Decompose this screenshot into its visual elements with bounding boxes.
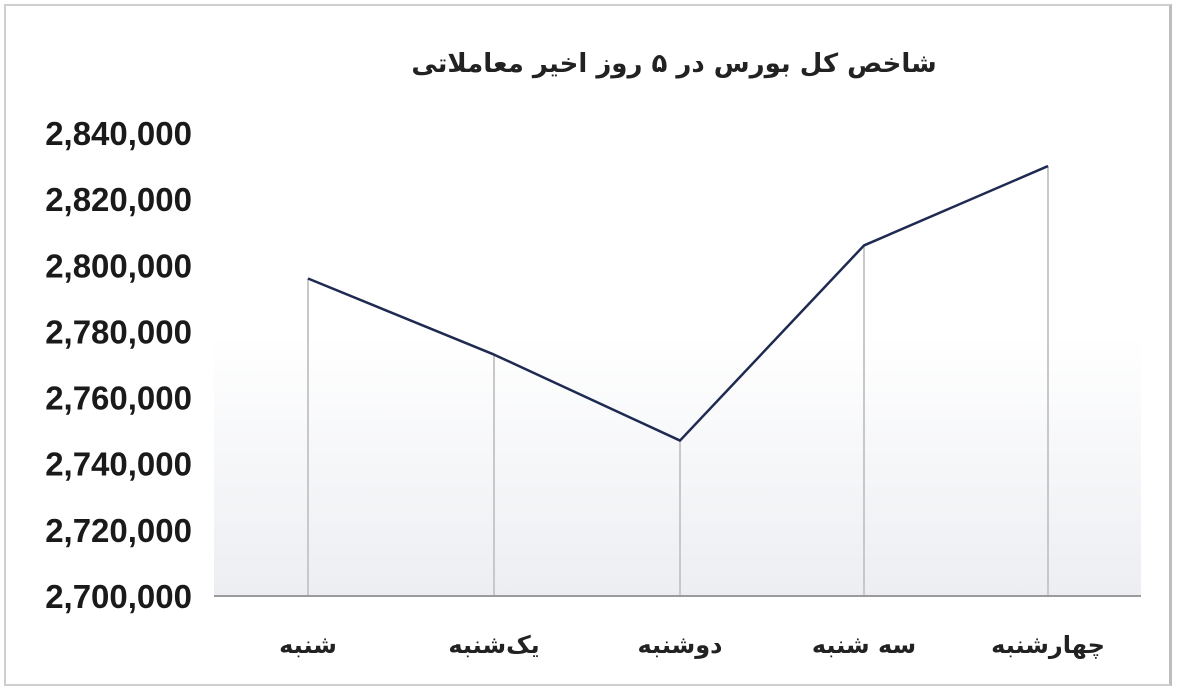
x-tick-label: دوشنبه xyxy=(638,631,723,659)
x-axis-tick-labels: شنبه یک‌شنبه دوشنبه سه شنبه چهارشنبه xyxy=(279,631,1105,659)
x-tick-label: سه شنبه xyxy=(812,631,916,659)
y-tick-label: 2,700,000 xyxy=(45,578,192,615)
y-tick-label: 2,800,000 xyxy=(45,247,192,284)
x-tick-label: یک‌شنبه xyxy=(448,631,539,659)
y-tick-label: 2,780,000 xyxy=(45,313,192,350)
y-tick-label: 2,820,000 xyxy=(45,181,192,218)
series-line xyxy=(307,164,1049,442)
plot-background xyxy=(214,336,1141,596)
x-tick-label: چهارشنبه xyxy=(991,631,1105,659)
drop-lines xyxy=(307,166,1049,596)
line-chart: شاخص کل بورس در ۵ روز اخیر معاملاتی 2,84… xyxy=(45,49,1141,659)
y-tick-label: 2,720,000 xyxy=(45,512,192,549)
y-tick-label: 2,760,000 xyxy=(45,380,192,417)
chart-title: شاخص کل بورس در ۵ روز اخیر معاملاتی xyxy=(411,49,936,79)
x-tick-label: شنبه xyxy=(279,631,337,659)
chart-frame: شاخص کل بورس در ۵ روز اخیر معاملاتی 2,84… xyxy=(4,4,1172,686)
y-tick-label: 2,740,000 xyxy=(45,446,192,483)
y-tick-label: 2,840,000 xyxy=(45,115,192,152)
y-axis-tick-labels: 2,840,000 2,820,000 2,800,000 2,780,000 2,76… xyxy=(45,115,192,615)
